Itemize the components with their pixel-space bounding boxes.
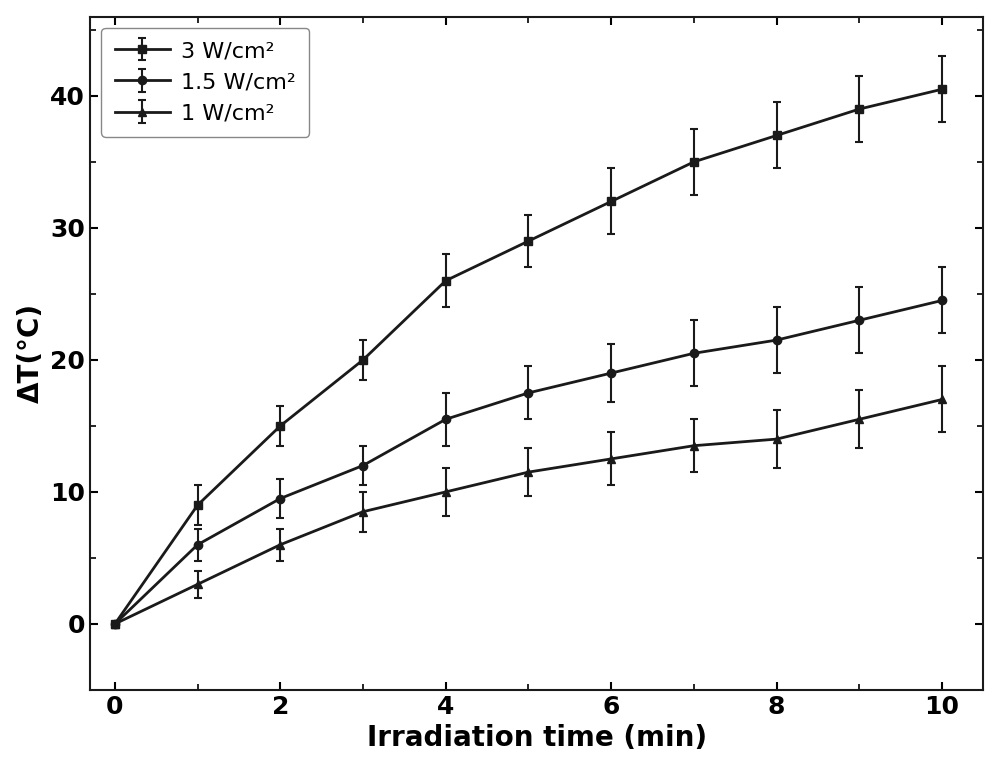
X-axis label: Irradiation time (min): Irradiation time (min) [367, 724, 707, 752]
Legend: 3 W/cm², 1.5 W/cm², 1 W/cm²: 3 W/cm², 1.5 W/cm², 1 W/cm² [101, 28, 309, 137]
Y-axis label: ΔT(°C): ΔT(°C) [17, 303, 45, 404]
